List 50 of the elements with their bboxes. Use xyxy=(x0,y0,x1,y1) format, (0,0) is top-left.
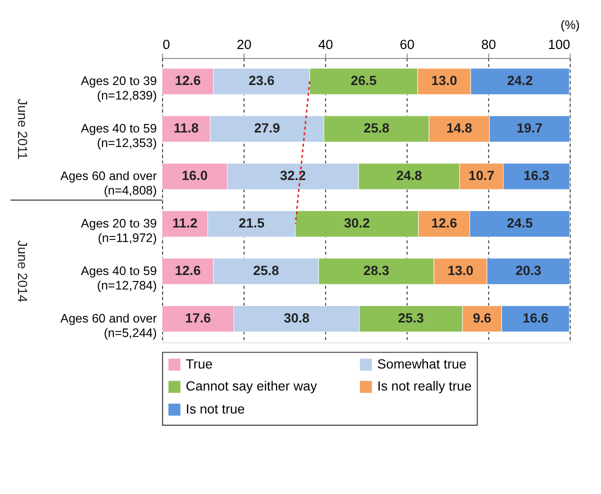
data-label: 25.3 xyxy=(398,310,424,326)
data-label: 20.3 xyxy=(515,263,542,278)
legend-label: Somewhat true xyxy=(377,356,467,372)
x-axis-title: (%) xyxy=(560,18,580,32)
data-label: 24.2 xyxy=(507,73,533,88)
x-tick-label: 60 xyxy=(400,36,415,52)
y-tick-label: Ages 40 to 59 (n=12,353) xyxy=(80,122,158,150)
data-label: 24.5 xyxy=(506,216,534,231)
y-tick-label: Ages 20 to 39 (n=11,972) xyxy=(80,216,158,245)
x-tick-label: 80 xyxy=(481,36,496,52)
data-label: 10.7 xyxy=(468,168,494,184)
data-label: 11.8 xyxy=(174,120,199,136)
data-label: 28.3 xyxy=(363,263,390,278)
x-tick-label: 100 xyxy=(548,36,570,52)
x-tick-label: 40 xyxy=(318,36,334,52)
data-label: 19.7 xyxy=(516,120,542,136)
data-label: 16.3 xyxy=(524,168,550,184)
data-label: 12.6 xyxy=(431,216,458,231)
y-tick-label: Ages 60 and over (n=5,244) xyxy=(60,312,157,340)
data-label: 17.6 xyxy=(185,310,211,326)
y-tick-label: Ages 40 to 59 (n=12,784) xyxy=(80,264,158,292)
legend-label: True xyxy=(186,356,213,372)
data-label: 21.5 xyxy=(238,216,266,231)
data-label: 12.6 xyxy=(174,263,201,278)
text: June 2014 xyxy=(15,240,30,302)
data-label: 13.0 xyxy=(448,263,474,278)
legend-label: Cannot say either way xyxy=(186,378,318,394)
data-label: 26.5 xyxy=(350,73,378,88)
data-label: 11.2 xyxy=(172,216,198,231)
data-label: 24.8 xyxy=(396,168,422,184)
data-label: 30.8 xyxy=(284,310,310,326)
data-label: 16.0 xyxy=(182,168,208,184)
data-label: 30.2 xyxy=(344,216,370,231)
y-tick-label: Ages 20 to 39 (n=12,839) xyxy=(80,74,158,102)
data-label: 23.6 xyxy=(248,73,274,88)
legend-label: Is not really true xyxy=(377,378,472,394)
x-tick-label: 0 xyxy=(162,36,170,52)
data-label: 25.8 xyxy=(364,120,390,136)
legend-label: Is not true xyxy=(186,401,245,416)
data-label: 32.2 xyxy=(280,168,306,184)
data-label: 9.6 xyxy=(472,310,492,326)
data-label: 14.8 xyxy=(446,120,472,136)
x-tick-label: 20 xyxy=(236,36,252,52)
data-label: 16.6 xyxy=(522,310,548,326)
data-label: 27.9 xyxy=(254,120,280,136)
data-label: 12.6 xyxy=(174,73,201,88)
data-label: 13.0 xyxy=(431,73,458,88)
text: June 2011 xyxy=(15,98,30,160)
data-label: 25.8 xyxy=(253,263,279,278)
y-tick-label: Ages 60 and over (n=4,808) xyxy=(60,169,157,198)
